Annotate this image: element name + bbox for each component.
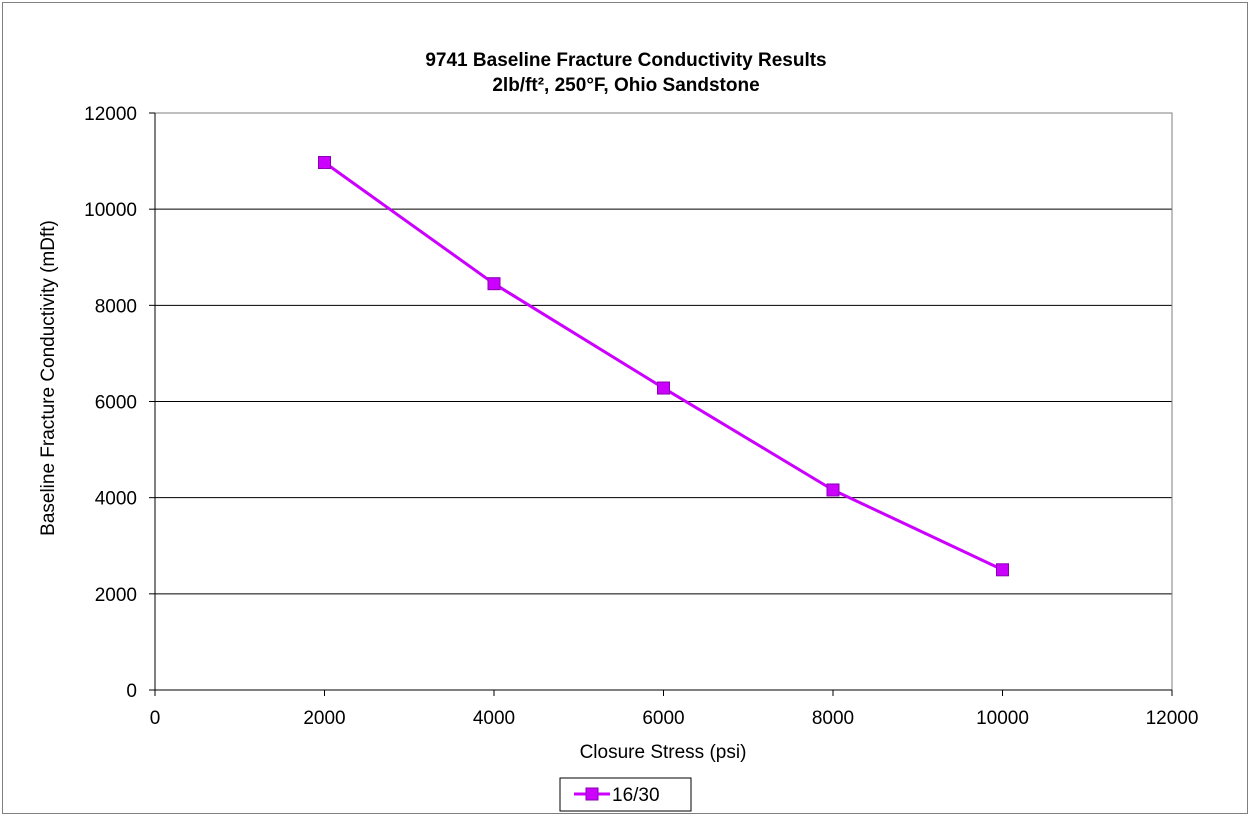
gridlines xyxy=(155,112,1172,595)
chart-title: 9741 Baseline Fracture Conductivity Resu… xyxy=(425,50,826,71)
x-tick-label: 0 xyxy=(150,708,161,729)
y-tick-label: 0 xyxy=(126,681,137,702)
data-point-marker xyxy=(487,277,501,291)
x-tick-label: 10000 xyxy=(976,708,1029,729)
y-axis-label: Baseline Fracture Conductivity (mDft) xyxy=(38,220,59,536)
data-point-marker xyxy=(826,483,840,497)
x-tick-label: 6000 xyxy=(642,708,684,729)
series-line xyxy=(323,161,1004,572)
x-tick-label: 2000 xyxy=(303,708,345,729)
chart-subtitle: 2lb/ft², 250°F, Ohio Sandstone xyxy=(492,75,759,96)
x-tick-label: 12000 xyxy=(1146,708,1199,729)
x-axis-label: Closure Stress (psi) xyxy=(580,742,747,763)
legend-entry-label: 16/30 xyxy=(612,785,660,806)
y-axis-ticks: 0 2000 4000 6000 8000 10000 12000 xyxy=(84,104,156,702)
legend: 16/30 xyxy=(559,777,692,812)
y-tick-label: 2000 xyxy=(95,585,137,606)
y-tick-label: 12000 xyxy=(84,104,137,125)
series-layer xyxy=(318,156,1009,577)
y-tick-label: 6000 xyxy=(95,393,137,414)
legend-marker-swatch xyxy=(585,787,599,801)
data-point-marker xyxy=(318,156,331,170)
y-tick-label: 10000 xyxy=(84,200,137,221)
y-tick-label: 4000 xyxy=(95,489,137,510)
data-point-marker xyxy=(657,381,670,395)
chart-title-group: 9741 Baseline Fracture Conductivity Resu… xyxy=(425,50,826,96)
x-axis-ticks: 0 2000 4000 6000 8000 10000 12000 xyxy=(150,689,1199,729)
data-point-marker xyxy=(996,563,1009,577)
x-tick-label: 4000 xyxy=(473,708,515,729)
y-tick-label: 8000 xyxy=(95,296,137,317)
x-tick-label: 8000 xyxy=(812,708,854,729)
